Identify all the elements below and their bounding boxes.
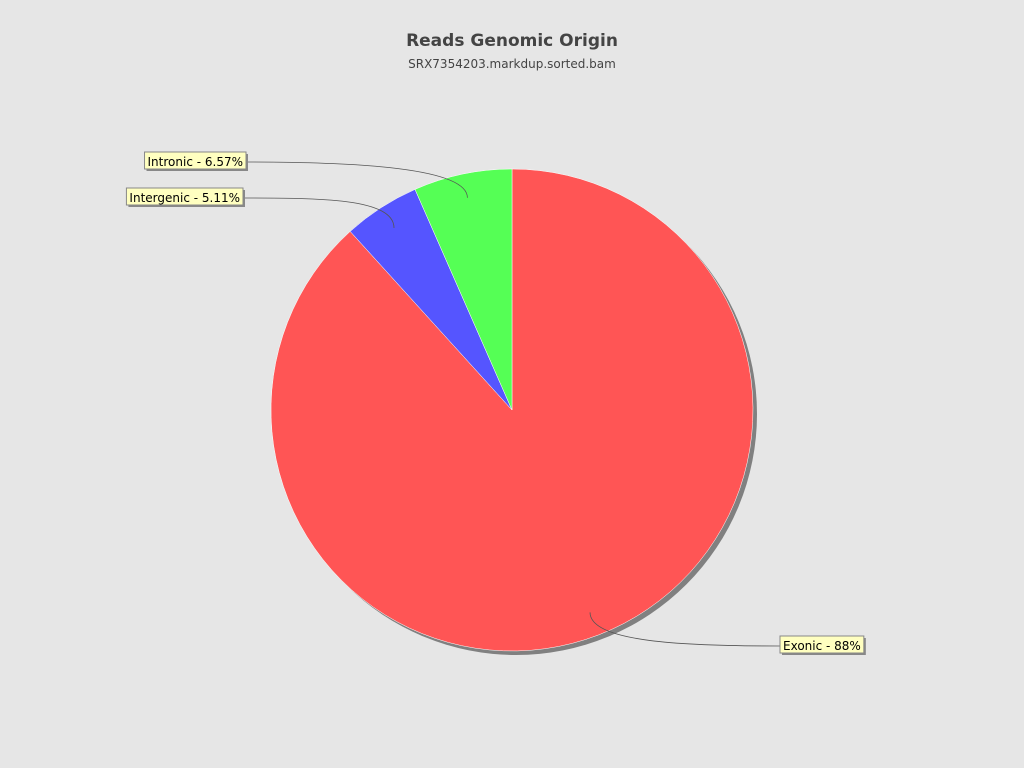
slice-label-intergenic: Intergenic - 5.11% — [125, 187, 245, 207]
slice-label-text: Exonic - 88% — [783, 639, 861, 653]
label-box — [779, 635, 865, 654]
slice-label-exonic: Exonic - 88% — [779, 635, 866, 655]
leader-line-intronic — [245, 161, 468, 198]
leader-line-intergenic — [242, 197, 395, 229]
label-box — [144, 151, 247, 170]
slice-label-intronic: Intronic - 6.57% — [144, 151, 248, 171]
label-box — [125, 187, 244, 206]
chart-subtitle: SRX7354203.markdup.sorted.bam — [408, 57, 616, 71]
slice-label-text: Intergenic - 5.11% — [129, 191, 240, 205]
slice-label-text: Intronic - 6.57% — [148, 155, 243, 169]
leader-line-exonic — [589, 612, 781, 647]
chart-title: Reads Genomic Origin — [406, 31, 618, 51]
pie-slice-intronic — [414, 168, 513, 411]
